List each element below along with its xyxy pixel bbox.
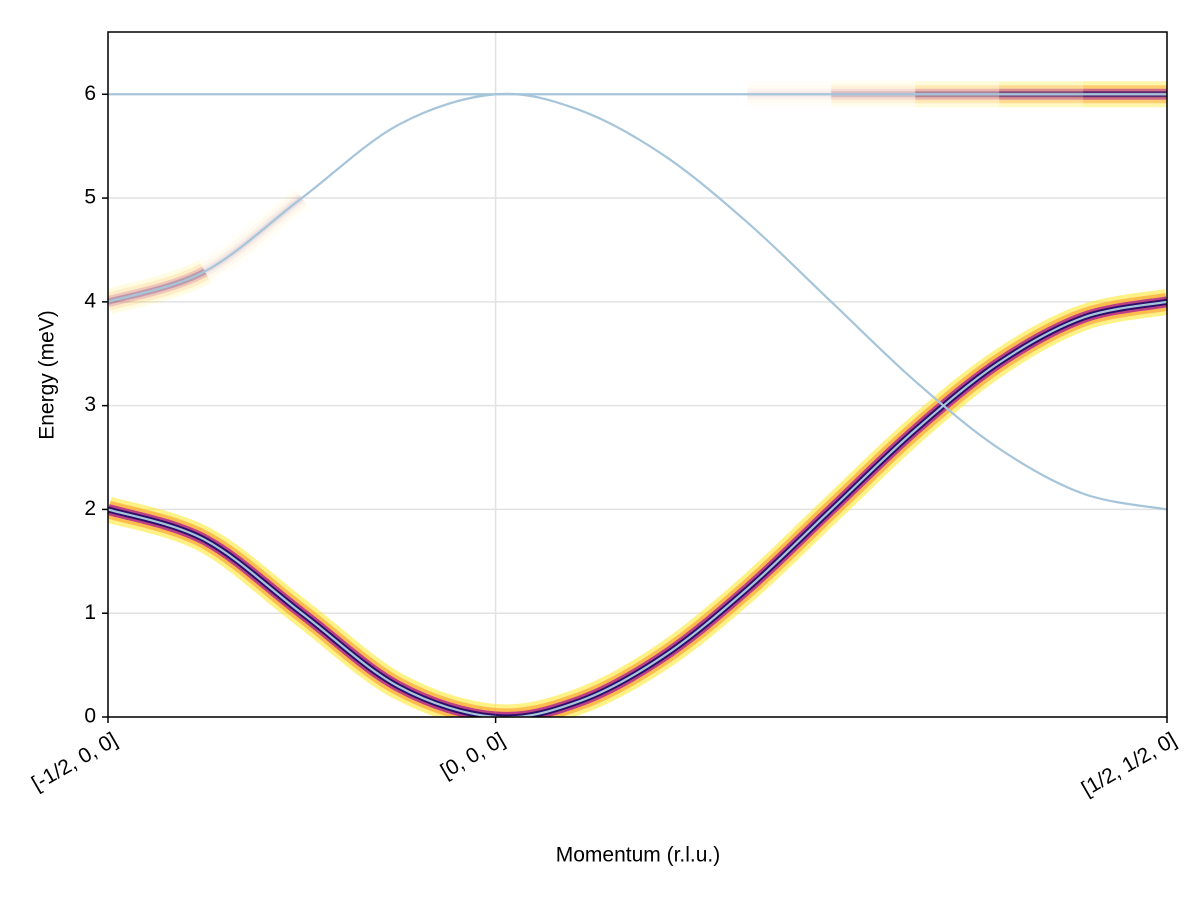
plot-frame [107,31,1168,718]
dispersion-line [108,300,1167,717]
x-tick-label: [1/2, 1/2, 0] [1078,728,1181,800]
y-tick-label: 0 [84,705,96,728]
dispersion [108,92,1167,717]
x-tick-label: [-1/2, 0, 0] [28,728,121,795]
y-axis-label: Energy (meV) [36,310,59,440]
dispersion-line [108,92,1167,511]
y-tick-label: 6 [84,82,96,105]
x-tick-label: [0, 0, 0] [437,728,509,783]
grid [107,32,1168,718]
y-tick-label: 4 [84,289,96,312]
y-tick-label: 2 [84,497,96,520]
y-tick-label: 3 [84,393,96,416]
x-axis-label: Momentum (r.l.u.) [556,844,721,867]
y-tick-label: 5 [84,186,96,209]
y-tick-label: 1 [84,601,96,624]
